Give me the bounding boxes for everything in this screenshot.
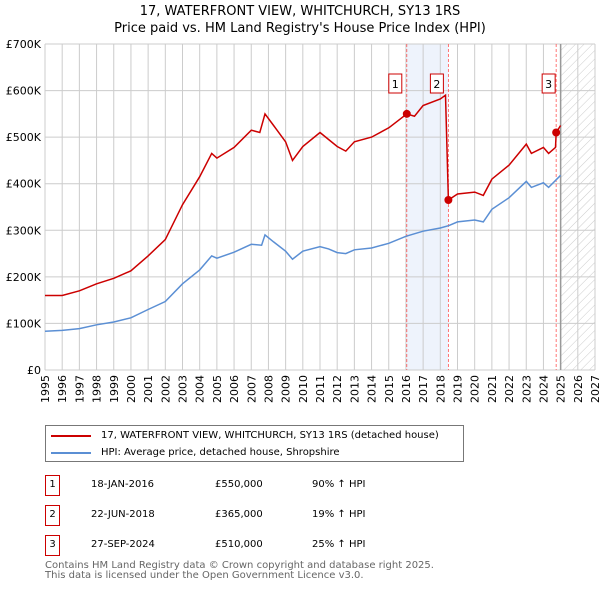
sale-row: 3 27-SEP-2024 £510,000 25% ↑ HPI bbox=[45, 535, 445, 556]
sale-hpi-change: 90% ↑ HPI bbox=[312, 479, 366, 490]
x-tick-label: 2017 bbox=[417, 375, 430, 403]
x-tick-label: 1997 bbox=[73, 375, 86, 403]
sale-price: £510,000 bbox=[215, 539, 263, 550]
x-tick-label: 2009 bbox=[280, 375, 293, 403]
chart-title: 17, WATERFRONT VIEW, WHITCHURCH, SY13 1R… bbox=[139, 4, 461, 19]
x-tick-label: 2011 bbox=[314, 375, 327, 403]
y-tick-label: £700K bbox=[6, 38, 42, 51]
x-tick-label: 2000 bbox=[125, 375, 138, 403]
x-tick-label: 2020 bbox=[469, 375, 482, 403]
x-tick-label: 2025 bbox=[555, 375, 568, 403]
legend-item-hpi: HPI: Average price, detached house, Shro… bbox=[51, 447, 340, 458]
x-tick-label: 2018 bbox=[434, 375, 447, 403]
x-tick-label: 2014 bbox=[366, 375, 379, 403]
chart-subtitle: Price paid vs. HM Land Registry's House … bbox=[114, 21, 486, 36]
y-tick-label: £100K bbox=[6, 317, 42, 330]
x-tick-label: 2021 bbox=[486, 375, 499, 403]
x-tick-label: 2015 bbox=[383, 375, 396, 403]
x-tick-label: 2013 bbox=[348, 375, 361, 403]
x-tick-label: 2012 bbox=[331, 375, 344, 403]
legend-item-property: 17, WATERFRONT VIEW, WHITCHURCH, SY13 1R… bbox=[51, 430, 439, 441]
y-tick-label: £500K bbox=[6, 131, 42, 144]
y-tick-label: £0 bbox=[27, 364, 41, 377]
legend-label: 17, WATERFRONT VIEW, WHITCHURCH, SY13 1R… bbox=[101, 430, 439, 441]
x-tick-label: 2005 bbox=[211, 375, 224, 403]
x-tick-label: 2001 bbox=[142, 375, 155, 403]
x-tick-label: 2010 bbox=[297, 375, 310, 403]
sale-row: 2 22-JUN-2018 £365,000 19% ↑ HPI bbox=[45, 505, 445, 526]
y-tick-label: £600K bbox=[6, 85, 42, 98]
sale-date: 22-JUN-2018 bbox=[91, 509, 155, 520]
sale-marker-badge: 2 bbox=[45, 505, 60, 526]
sale-point bbox=[552, 128, 561, 137]
sale-label: 2 bbox=[433, 78, 440, 91]
sale-label-box bbox=[429, 73, 444, 94]
footer-copyright: Contains HM Land Registry data © Crown c… bbox=[45, 560, 434, 571]
property-price-line bbox=[45, 93, 562, 297]
sale-hpi-change: 19% ↑ HPI bbox=[312, 509, 366, 520]
sale-date: 18-JAN-2016 bbox=[91, 479, 155, 490]
x-tick-label: 2008 bbox=[262, 375, 275, 403]
sale-point bbox=[402, 109, 411, 118]
x-tick-label: 2002 bbox=[159, 375, 172, 403]
x-tick-label: 2019 bbox=[452, 375, 465, 403]
x-tick-label: 1996 bbox=[56, 375, 69, 403]
x-tick-label: 2007 bbox=[245, 375, 258, 403]
x-tick-label: 2022 bbox=[503, 375, 516, 403]
x-tick-label: 2026 bbox=[572, 375, 585, 403]
y-tick-label: £400K bbox=[6, 178, 42, 191]
legend: 17, WATERFRONT VIEW, WHITCHURCH, SY13 1R… bbox=[45, 425, 464, 462]
plot-area: 1995 1996 1997 1998 1999 2000 2001 2002 2003 2004… bbox=[6, 38, 600, 403]
footer-licence: This data is licensed under the Open Gov… bbox=[45, 570, 364, 581]
x-tick-label: 1995 bbox=[39, 375, 52, 403]
sale-marker-badge: 1 bbox=[45, 475, 60, 496]
x-tick-label: 2027 bbox=[589, 375, 600, 403]
x-tick-label: 2024 bbox=[537, 375, 550, 403]
footer: Contains HM Land Registry data © Crown c… bbox=[45, 561, 434, 581]
legend-swatch-blue bbox=[51, 451, 91, 454]
y-tick-label: £200K bbox=[6, 271, 42, 284]
x-tick-label: 2023 bbox=[520, 375, 533, 403]
sale-label: 3 bbox=[545, 78, 552, 91]
sale-label: 1 bbox=[392, 78, 399, 91]
y-tick-label: £300K bbox=[6, 224, 42, 237]
x-tick-label: 2003 bbox=[177, 375, 190, 403]
sale-marker-badge: 3 bbox=[45, 535, 60, 556]
sale-price: £550,000 bbox=[215, 479, 263, 490]
sale-row: 1 18-JAN-2016 £550,000 90% ↑ HPI bbox=[45, 475, 445, 496]
x-tick-label: 1998 bbox=[91, 375, 104, 403]
x-tick-label: 2004 bbox=[194, 375, 207, 403]
sale-label-box bbox=[388, 73, 403, 94]
x-tick-label: 2016 bbox=[400, 375, 413, 403]
sale-price: £365,000 bbox=[215, 509, 263, 520]
sale-label-box bbox=[541, 73, 556, 94]
sale-hpi-change: 25% ↑ HPI bbox=[312, 539, 366, 550]
sale-date: 27-SEP-2024 bbox=[91, 539, 155, 550]
x-tick-label: 2006 bbox=[228, 375, 241, 403]
legend-label: HPI: Average price, detached house, Shro… bbox=[101, 447, 340, 458]
hpi-line bbox=[44, 174, 562, 333]
x-tick-label: 1999 bbox=[108, 375, 121, 403]
sale-point bbox=[444, 196, 453, 205]
legend-swatch-red bbox=[51, 434, 91, 437]
